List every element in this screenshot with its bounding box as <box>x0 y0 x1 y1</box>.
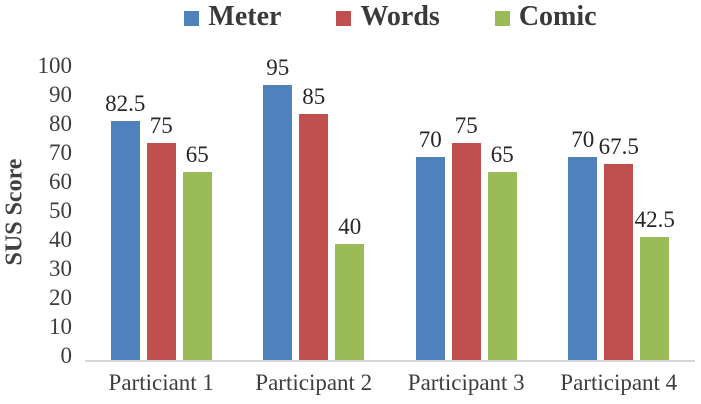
barwrap-words-3: 75 <box>451 70 481 360</box>
y-tick-100: 100 <box>37 53 73 78</box>
barwrap-meter-4: 70 <box>568 70 598 360</box>
y-axis-ticks: 0 10 20 30 40 50 60 70 80 90 100 <box>0 54 78 367</box>
plot-area: 82.5 75 65 95 85 40 70 75 65 70 67.5 42.5 <box>85 55 696 362</box>
bar-words-2 <box>299 113 329 360</box>
bar-comic-3 <box>487 171 517 360</box>
barwrap-words-1: 75 <box>146 70 176 360</box>
bar-value-label-words-2: 85 <box>302 83 326 109</box>
legend-swatch-meter <box>184 11 200 26</box>
legend-item-meter: Meter <box>184 2 281 32</box>
bar-value-label-meter-1: 82.5 <box>105 90 146 116</box>
bar-groups: 82.5 75 65 95 85 40 70 75 65 70 67.5 42.5 <box>85 55 696 360</box>
barwrap-words-2: 85 <box>299 70 329 360</box>
y-tick-0: 0 <box>60 343 73 368</box>
y-tick-50: 50 <box>49 198 72 223</box>
barwrap-words-4: 67.5 <box>599 70 639 360</box>
bar-words-4 <box>604 164 634 360</box>
legend-item-comic: Comic <box>494 1 597 32</box>
y-tick-80: 80 <box>49 111 72 136</box>
legend-swatch-words <box>336 11 352 26</box>
y-tick-40: 40 <box>49 227 72 252</box>
y-tick-70: 70 <box>49 140 72 165</box>
barwrap-comic-4: 42.5 <box>635 70 675 360</box>
barwrap-comic-2: 40 <box>335 70 365 360</box>
y-tick-30: 30 <box>49 256 72 281</box>
x-label-2: Participant 2 <box>255 370 373 395</box>
bar-group-2: 95 85 40 <box>238 55 391 360</box>
x-label-1: Particiant 1 <box>108 370 214 395</box>
barwrap-meter-1: 82.5 <box>105 70 145 360</box>
chart-legend: Meter Words Comic <box>80 2 701 32</box>
bar-value-label-comic-2: 40 <box>338 214 362 239</box>
y-tick-90: 90 <box>49 82 72 107</box>
bar-meter-4 <box>568 157 598 360</box>
bar-comic-4 <box>640 236 670 360</box>
x-label-3: Participant 3 <box>407 370 525 395</box>
bar-value-label-meter-3: 70 <box>418 127 442 152</box>
barwrap-meter-3: 70 <box>415 70 445 360</box>
legend-label-meter: Meter <box>208 1 282 32</box>
bar-value-label-comic-1: 65 <box>185 141 209 167</box>
bar-value-label-comic-3: 65 <box>490 141 514 167</box>
bar-group-4: 70 67.5 42.5 <box>543 70 696 360</box>
bar-comic-1 <box>182 171 212 360</box>
bar-meter-2 <box>263 84 293 360</box>
bar-value-label-comic-4: 42.5 <box>634 206 675 232</box>
legend-label-comic: Comic <box>518 1 597 32</box>
bar-comic-2 <box>335 244 365 360</box>
barwrap-comic-3: 65 <box>487 70 517 360</box>
bar-value-label-words-1: 75 <box>149 112 173 138</box>
bar-group-3: 70 75 65 <box>390 70 543 360</box>
y-tick-20: 20 <box>49 285 72 310</box>
barwrap-comic-1: 65 <box>182 70 212 360</box>
bar-value-label-meter-4: 70 <box>571 127 595 152</box>
barwrap-meter-2: 95 <box>263 55 293 360</box>
legend-label-words: Words <box>360 1 440 32</box>
bar-meter-1 <box>110 120 140 360</box>
bar-words-3 <box>451 142 481 360</box>
y-tick-60: 60 <box>49 169 72 194</box>
bar-value-label-words-3: 75 <box>454 112 478 138</box>
y-tick-10: 10 <box>49 314 72 339</box>
bar-words-1 <box>146 142 176 360</box>
legend-item-words: Words <box>336 1 440 32</box>
bar-value-label-meter-2: 95 <box>266 54 290 80</box>
bar-value-label-words-4: 67.5 <box>598 134 639 160</box>
legend-swatch-comic <box>494 11 510 26</box>
x-axis-labels: Particiant 1 Participant 2 Participant 3 Pa… <box>85 370 695 396</box>
x-label-4: Participant 4 <box>560 370 678 395</box>
bar-meter-3 <box>415 157 445 360</box>
bar-group-1: 82.5 75 65 <box>85 70 238 360</box>
